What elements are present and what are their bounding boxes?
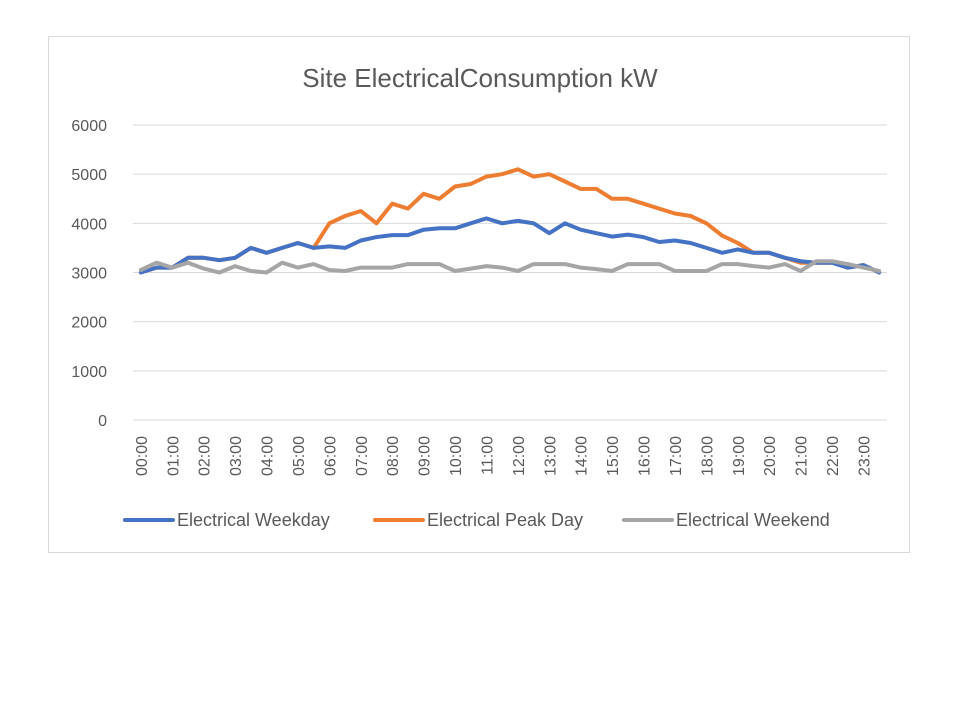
y-tick-label: 4000 [71, 216, 107, 233]
y-tick-label: 5000 [71, 167, 107, 184]
series-line-electrical-weekend [138, 259, 882, 275]
legend-label: Electrical Weekend [676, 510, 830, 530]
y-tick-label: 3000 [71, 266, 107, 283]
chart-frame: Site ElectricalConsumption kW 0 1000 2000 3… [48, 36, 910, 553]
y-axis-ticks: 0 1000 2000 3000 4000 5000 6000 [71, 118, 107, 430]
x-tick-label: 19:00 [731, 436, 748, 476]
x-tick-label: 02:00 [197, 436, 214, 476]
series-line-electrical-weekday [138, 216, 882, 275]
x-tick-label: 16:00 [637, 436, 654, 476]
legend-label: Electrical Peak Day [427, 510, 583, 530]
chart-title: Site ElectricalConsumption kW [302, 63, 658, 93]
x-tick-label: 01:00 [165, 436, 182, 476]
legend: Electrical Weekday Electrical Peak Day Ele… [123, 510, 830, 530]
x-tick-label: 18:00 [699, 436, 716, 476]
x-tick-label: 13:00 [542, 436, 559, 476]
line-chart: Site ElectricalConsumption kW 0 1000 2000 3… [71, 63, 887, 530]
x-tick-label: 23:00 [856, 436, 873, 476]
x-tick-label: 12:00 [511, 436, 528, 476]
x-tick-label: 15:00 [605, 436, 622, 476]
x-tick-label: 22:00 [825, 436, 842, 476]
x-tick-label: 00:00 [134, 436, 151, 476]
x-tick-label: 03:00 [228, 436, 245, 476]
x-tick-label: 14:00 [574, 436, 591, 476]
gridlines [133, 124, 887, 421]
x-tick-label: 06:00 [322, 436, 339, 476]
x-axis-ticks: 00:00 01:00 02:00 03:00 04:00 05:00 06:00 07:00… [134, 436, 874, 476]
x-tick-label: 10:00 [448, 436, 465, 476]
x-tick-label: 08:00 [385, 436, 402, 476]
x-tick-label: 09:00 [417, 436, 434, 476]
series-lines [138, 167, 882, 275]
x-tick-label: 05:00 [291, 436, 308, 476]
x-tick-label: 11:00 [479, 436, 496, 475]
y-tick-label: 6000 [71, 118, 107, 135]
x-tick-label: 07:00 [354, 436, 371, 476]
legend-label: Electrical Weekday [177, 510, 330, 530]
y-tick-label: 1000 [71, 364, 107, 381]
x-tick-label: 17:00 [668, 436, 685, 476]
x-tick-label: 20:00 [762, 436, 779, 476]
y-tick-label: 0 [98, 413, 107, 430]
y-tick-label: 2000 [71, 315, 107, 332]
x-tick-label: 04:00 [260, 436, 277, 476]
x-tick-label: 21:00 [794, 436, 811, 476]
